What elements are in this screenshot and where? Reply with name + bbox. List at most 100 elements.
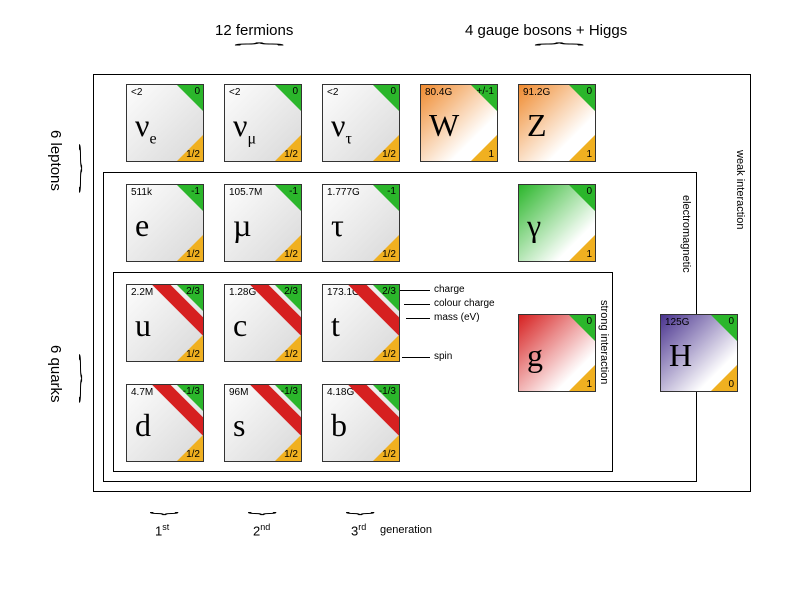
mass: 1.777G <box>327 187 360 198</box>
charge: 0 <box>586 186 592 197</box>
symbol: c <box>233 307 247 344</box>
brace-gen1: ⏟ <box>149 498 178 515</box>
mass: <2 <box>229 87 240 98</box>
mass: 4.7M <box>131 387 153 398</box>
brace-quarks: ⏞ <box>66 353 83 403</box>
charge: -1/3 <box>183 386 200 397</box>
spin: 1/2 <box>186 449 200 460</box>
particle-Z: 91.2G 0 1 Z <box>518 84 596 162</box>
particle-e: 511k -1 1/2 e <box>126 184 204 262</box>
mass: 4.18G <box>327 387 354 398</box>
mass: <2 <box>327 87 338 98</box>
charge: 0 <box>194 86 200 97</box>
gen2: 2nd <box>253 522 270 538</box>
mass: 511k <box>131 187 152 198</box>
symbol: t <box>331 307 340 344</box>
annot-colour: colour charge <box>434 298 495 309</box>
label-fermions: 12 fermions <box>215 22 293 39</box>
particle-nutau: <2 0 1/2 ντ <box>322 84 400 162</box>
particle-W: 80.4G +/-1 1 W <box>420 84 498 162</box>
annot-mass: mass (eV) <box>434 312 480 323</box>
symbol: u <box>135 307 151 344</box>
particle-c: 1.28G 2/3 1/2 c <box>224 284 302 362</box>
spin: 1/2 <box>284 349 298 360</box>
mass: 96M <box>229 387 248 398</box>
brace-gen3: ⏟ <box>345 498 374 515</box>
particle-numu: <2 0 1/2 νμ <box>224 84 302 162</box>
spin: 1/2 <box>382 449 396 460</box>
mass: 1.28G <box>229 287 256 298</box>
gen1: 1st <box>155 522 169 538</box>
symbol: W <box>429 107 459 144</box>
spin: 1/2 <box>382 349 396 360</box>
mass: 91.2G <box>523 87 550 98</box>
mass: 2.2M <box>131 287 153 298</box>
symbol: Z <box>527 107 547 144</box>
symbol: s <box>233 407 245 444</box>
spin: 1 <box>586 149 592 160</box>
label-quarks: 6 quarks <box>47 345 64 403</box>
charge: 0 <box>292 86 298 97</box>
annot-spin: spin <box>434 351 452 362</box>
spin: 1/2 <box>186 349 200 360</box>
arrow-colour <box>404 304 430 305</box>
charge: -1/3 <box>379 386 396 397</box>
mass: 80.4G <box>425 87 452 98</box>
charge: +/-1 <box>476 86 494 97</box>
spin: 1 <box>488 149 494 160</box>
spin: 1/2 <box>284 249 298 260</box>
charge: 0 <box>586 316 592 327</box>
symbol: γ <box>527 207 541 244</box>
symbol: νμ <box>233 107 256 148</box>
particle-t: 173.1G2/31/2t <box>322 284 400 362</box>
mass: 105.7M <box>229 187 262 198</box>
charge: -1 <box>289 186 298 197</box>
label-weak: weak interaction <box>734 150 746 230</box>
charge: 2/3 <box>284 286 298 297</box>
particle-d: 4.7M -1/3 1/2 d <box>126 384 204 462</box>
label-em: electromagnetic <box>680 195 692 273</box>
symbol: b <box>331 407 347 444</box>
particle-g: 01g <box>518 314 596 392</box>
brace-leptons: ⏞ <box>66 143 83 193</box>
spin: 1/2 <box>382 149 396 160</box>
spin: 1/2 <box>186 149 200 160</box>
spin: 1/2 <box>284 449 298 460</box>
symbol: µ <box>233 207 251 244</box>
brace-fermions: ⏞ <box>234 42 284 59</box>
particle-nue: <201/2νe <box>126 84 204 162</box>
charge: -1 <box>191 186 200 197</box>
mass: 125G <box>665 317 689 328</box>
brace-bosons: ⏞ <box>534 42 584 59</box>
particle-u: 2.2M 2/3 1/2 u <box>126 284 204 362</box>
mass: <2 <box>131 87 142 98</box>
spin: 1/2 <box>382 249 396 260</box>
label-leptons: 6 leptons <box>47 130 64 191</box>
charge: 2/3 <box>186 286 200 297</box>
spin: 0 <box>728 379 734 390</box>
arrow-mass <box>406 318 430 319</box>
symbol: ντ <box>331 107 352 148</box>
brace-gen2: ⏟ <box>247 498 276 515</box>
charge: 0 <box>586 86 592 97</box>
charge: 0 <box>390 86 396 97</box>
particle-s: 96M-1/31/2s <box>224 384 302 462</box>
arrow-charge <box>400 290 430 291</box>
symbol: e <box>135 207 149 244</box>
symbol: H <box>669 337 692 374</box>
symbol: d <box>135 407 151 444</box>
particle-H: 125G 0 0 H <box>660 314 738 392</box>
particle-b: 4.18G -1/3 1/2 b <box>322 384 400 462</box>
spin: 1/2 <box>284 149 298 160</box>
particle-tau: 1.777G-11/2τ <box>322 184 400 262</box>
charge: 0 <box>728 316 734 327</box>
arrow-spin <box>402 357 430 358</box>
spin: 1/2 <box>186 249 200 260</box>
particle-gamma: 01γ <box>518 184 596 262</box>
spin: 1 <box>586 379 592 390</box>
particle-mu: 105.7M -1 1/2 µ <box>224 184 302 262</box>
symbol: τ <box>331 207 344 244</box>
annot-charge: charge <box>434 284 465 295</box>
label-strong: strong interaction <box>598 300 610 384</box>
charge: 2/3 <box>382 286 396 297</box>
